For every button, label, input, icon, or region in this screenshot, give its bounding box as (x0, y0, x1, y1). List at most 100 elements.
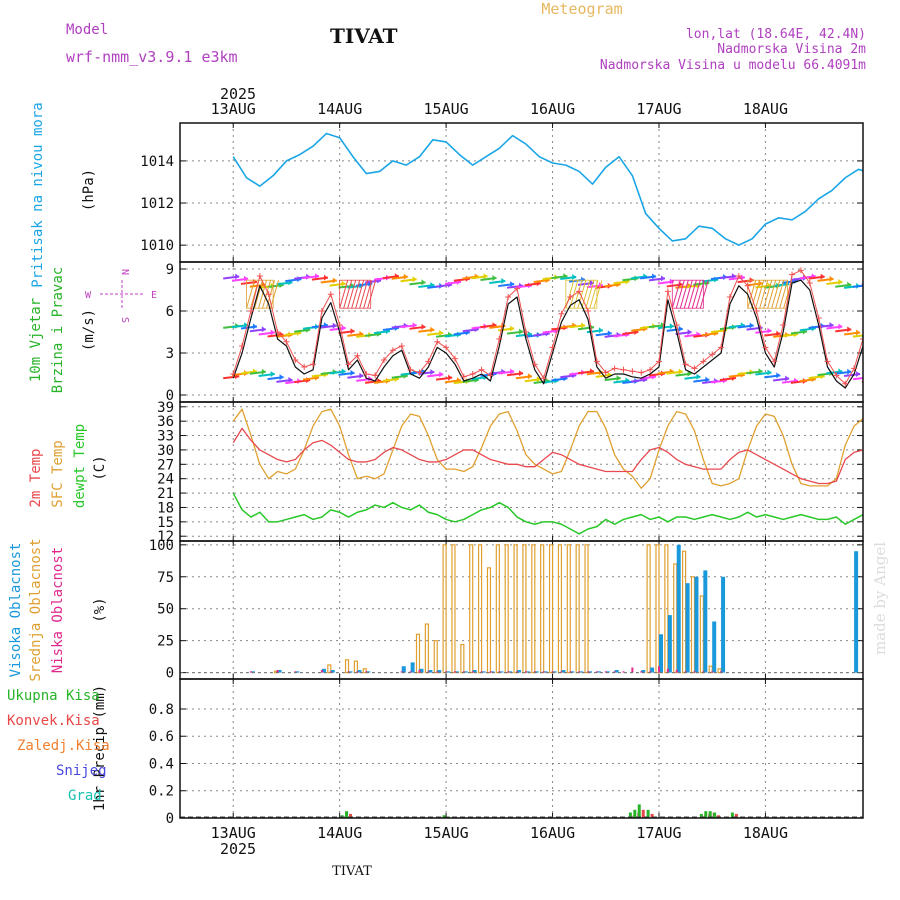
cloud-high-bar (658, 634, 663, 673)
cloud-high-bar (614, 670, 619, 673)
precip-total-bar (704, 811, 708, 818)
wind-barb-head (359, 372, 364, 379)
wind-barb-head (350, 328, 355, 335)
cloud-mid-bar (699, 595, 704, 674)
panel-body (180, 804, 863, 818)
elevation-text: Nadmorska Visina 2m (717, 42, 866, 57)
cloud-high-bar (357, 670, 362, 673)
wind-gust-marker (549, 344, 556, 351)
wind-gust-marker (256, 273, 263, 279)
time-axis-bottom: 2025 13AUG 14AUG 15AUG 16AUG 17AUG 18AUG (211, 824, 788, 858)
precip-total-bar (699, 813, 703, 818)
wind-barb (861, 283, 863, 286)
wind-barb-head (758, 368, 763, 375)
day-label-bottom: 18AUG (743, 824, 788, 842)
cloud-high-bar (605, 671, 610, 673)
wind-gust-marker (407, 366, 414, 373)
wind-barb (861, 380, 863, 383)
wind-barb-head (350, 369, 355, 376)
wind-barb-head (856, 371, 861, 378)
wind-barb-head (519, 370, 524, 377)
wind-barb-head (421, 323, 426, 330)
cloud-low-bar (720, 671, 723, 673)
cloud-low-bar (498, 671, 501, 673)
y-tick-label: 15 (157, 515, 174, 531)
cloud-mid-bar (460, 643, 465, 674)
wind-barb-head (829, 275, 834, 282)
wind-barb-head (607, 330, 612, 337)
cloud-mid-bar (548, 544, 554, 674)
cloud-mid-bar (495, 544, 500, 674)
wind-hatch-line (363, 280, 373, 309)
wind-gust-marker (806, 280, 813, 286)
wind-barb-head (767, 369, 772, 376)
wind-barb-head (785, 375, 790, 382)
wind-hatch-line (771, 280, 781, 309)
cloud-high-bar (454, 671, 459, 673)
wind-gust-marker (771, 358, 778, 365)
cloud-low-bar (595, 671, 598, 673)
cloud-low-bar (276, 670, 279, 673)
wind-barb-head (279, 374, 284, 381)
wind-gust-marker (336, 322, 343, 328)
wind-barb-head (776, 330, 781, 337)
y-tick-label: 1014 (140, 154, 174, 170)
y-tick-label: 25 (157, 634, 174, 650)
wind-gust-marker (389, 347, 396, 354)
pressure-panel: 1010 1012 1014 (140, 122, 864, 263)
wind-barb-head (332, 277, 337, 284)
wind-hatch-line (254, 280, 264, 309)
wind-hatch-line (577, 280, 587, 309)
cloud-low-bar (569, 671, 572, 673)
wind-gust-marker (345, 361, 352, 368)
cloud-low-bar (587, 671, 590, 673)
wind-gust-marker (797, 267, 804, 274)
wind-barb-head (430, 368, 435, 375)
day-label-top: 13AUG (211, 100, 256, 118)
wind-barb-head (403, 273, 408, 280)
precip-legend-item: Konvek.Kisa (7, 713, 100, 729)
footer-station: TIVAT (332, 864, 372, 879)
wind-barb-head (874, 332, 878, 338)
wind-gust-marker (860, 336, 863, 342)
cloud-low-bar (356, 671, 359, 673)
wind-barb-head (288, 376, 293, 383)
wind-barb-head (439, 371, 444, 378)
dewpoint-line (232, 492, 863, 535)
y-tick-label: 1012 (140, 196, 174, 212)
cloud-high-bar (446, 671, 451, 673)
day-label-bottom: 15AUG (424, 824, 469, 842)
cloud-low-bar (675, 670, 678, 673)
cloud-high-bar (685, 583, 690, 673)
y-tick-label: 0.4 (149, 756, 174, 772)
cloud-low-bar (294, 671, 297, 673)
wind-hatch-line (671, 280, 681, 309)
wind-barb-head (847, 326, 852, 333)
cloud-high-bar (694, 576, 699, 673)
sfc-temp-line (232, 408, 863, 489)
wind-gust-marker (274, 329, 281, 335)
cloud-panel: 0 25 50 75 100 (149, 538, 864, 682)
day-label-top: 17AUG (636, 100, 681, 118)
model-name: wrf-nmm_v3.9.1 e3km (66, 48, 238, 66)
wind-gust-marker (647, 366, 654, 373)
cloud-high-bar (321, 668, 326, 673)
precip-total-bar (713, 812, 717, 818)
cloud-low-bar (462, 671, 465, 673)
wind-hatch-line (779, 280, 789, 309)
wind-gust-marker (638, 369, 645, 376)
wind-barb-head (341, 368, 346, 375)
cloud-high-bar (295, 671, 300, 673)
wind-barb-head (492, 275, 497, 282)
wind-barb-head (687, 329, 692, 336)
wind-barb-head (412, 322, 417, 329)
cloud-mid-bar (673, 563, 678, 674)
y-tick-label: 0.6 (149, 729, 174, 745)
wind-barb-head (244, 322, 249, 329)
cloud-low-bar (578, 671, 581, 673)
wind-gust-marker (780, 322, 787, 328)
precip-panel: 0 0.2 0.4 0.6 0.8 (149, 678, 864, 827)
wind-gust-marker (753, 308, 760, 314)
cloud-high-bar (463, 671, 468, 673)
wind-barb-head (510, 368, 515, 375)
